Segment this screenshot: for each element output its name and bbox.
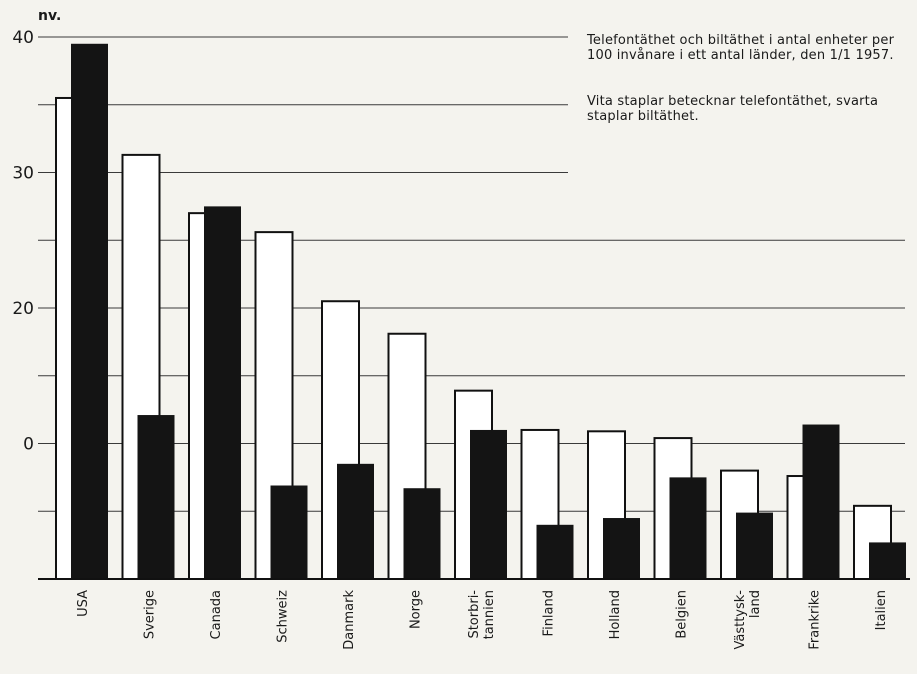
- bar-biltathet: [669, 477, 707, 579]
- bar-biltathet: [536, 524, 574, 579]
- bar-biltathet: [204, 206, 241, 579]
- x-tick-label: Schweiz: [276, 590, 291, 643]
- x-tick-label: Frankrike: [808, 590, 823, 650]
- x-tick-label: Storbri-tannien: [467, 590, 497, 640]
- bar-biltathet: [603, 518, 640, 579]
- x-tick-label: Norge: [409, 590, 424, 629]
- bar-biltathet: [137, 415, 175, 579]
- axes: 40 30 20 0 USA Sverige Canada Schweiz Danmark Nor…: [12, 28, 910, 650]
- bar-biltathet: [270, 485, 308, 579]
- x-tick-label: Holland: [608, 590, 623, 639]
- bars: [55, 43, 906, 581]
- bar-biltathet: [802, 424, 840, 579]
- bar-biltathet: [470, 429, 507, 579]
- bar-biltathet: [736, 512, 773, 579]
- bar-biltathet: [71, 43, 108, 579]
- x-tick-label: USA: [76, 590, 91, 617]
- x-tick-label: Finland: [542, 590, 557, 636]
- x-tick-label: Danmark: [342, 590, 357, 650]
- x-tick-label: Västtysk-land: [733, 590, 763, 650]
- chart-legend-text: Vita staplar betecknar telefontäthet, sv…: [587, 94, 879, 124]
- y-tick-label: 0: [23, 435, 34, 455]
- y-tick-label: 20: [12, 299, 34, 319]
- bar-biltathet: [403, 488, 441, 579]
- y-tick-label: 40: [12, 28, 34, 48]
- bar-biltathet: [869, 542, 906, 579]
- bar-biltathet: [337, 463, 374, 579]
- x-tick-label: Canada: [209, 590, 224, 639]
- x-tick-label: Italien: [874, 590, 889, 630]
- y-axis-unit-label: nv.: [38, 8, 61, 24]
- x-tick-label: Sverige: [143, 590, 158, 639]
- chart-description: Telefontäthet och biltäthet i antal enhe…: [587, 33, 895, 63]
- y-tick-label: 30: [12, 164, 34, 184]
- x-tick-label: Belgien: [675, 590, 690, 639]
